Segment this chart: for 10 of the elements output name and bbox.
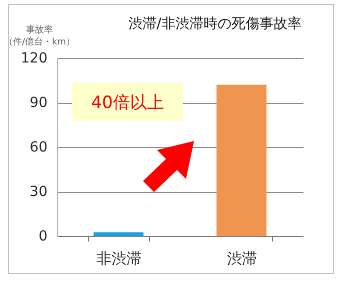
y-tick-label: 120 xyxy=(20,50,48,66)
x-tick-label: 渋滞 xyxy=(227,250,257,268)
chart-title: 渋滞/非渋滞時の死傷事故率 xyxy=(128,16,302,32)
y-tick-label: 90 xyxy=(30,95,48,111)
annotation: 40倍以上 xyxy=(72,83,183,121)
y-tick-label: 0 xyxy=(38,228,48,244)
y-tick-label: 30 xyxy=(30,184,48,200)
x-tick-label: 非渋滞 xyxy=(96,250,142,268)
y-axis-title: 事故率（件/億台・km） xyxy=(4,24,76,48)
y-tick-label: 60 xyxy=(30,140,48,156)
